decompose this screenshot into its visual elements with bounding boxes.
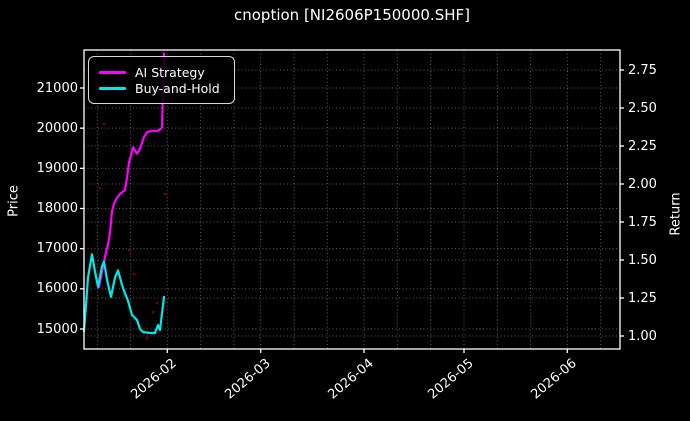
buy-and-hold-line-swatch: [99, 87, 126, 91]
plot-border: [83, 49, 621, 350]
chart-title: cnoption [NI2606P150000.SHF]: [234, 6, 470, 24]
legend: AI Strategy Buy-and-Hold: [88, 56, 235, 104]
legend-item-ai-strategy: AI Strategy: [99, 64, 224, 81]
y-left-tick-label: 19000: [36, 160, 78, 176]
signal-dot: [151, 310, 155, 314]
y-left-tick-label: 16000: [36, 281, 78, 297]
signal-dot: [98, 186, 102, 190]
signal-dot: [132, 272, 136, 276]
y-left-tick-label: 18000: [36, 201, 78, 216]
ai-strategy-line: [97, 52, 166, 289]
signal-dot: [127, 248, 131, 252]
y-right-tick-label: 1.50: [628, 252, 657, 268]
legend-label-buy-and-hold: Buy-and-Hold: [135, 81, 220, 97]
y-right-tick-label: 1.25: [628, 290, 657, 306]
ai-strategy-line-swatch: [99, 70, 126, 74]
signal-dot: [145, 336, 149, 340]
y-left-tick-label: 17000: [36, 241, 78, 257]
y-right-tick-label: 1.75: [628, 214, 657, 230]
signal-dot: [102, 122, 106, 126]
buy-and-hold-line: [82, 253, 166, 335]
y-right-tick-label: 1.00: [628, 328, 657, 344]
y-axis-right-title: Return: [668, 192, 684, 236]
y-left-tick-label: 20000: [36, 120, 78, 136]
legend-label-ai-strategy: AI Strategy: [135, 64, 205, 80]
y-right-tick-label: 2.75: [628, 62, 657, 78]
y-left-tick-label: 15000: [36, 321, 78, 337]
legend-item-buy-and-hold: Buy-and-Hold: [99, 81, 224, 98]
y-left-tick-label: 21000: [36, 80, 78, 96]
y-right-tick-label: 2.00: [628, 176, 657, 192]
y-right-tick-label: 2.25: [628, 138, 657, 154]
signal-dot: [155, 301, 159, 305]
signal-dot: [163, 192, 167, 196]
y-axis-left-title: Price: [6, 185, 22, 217]
y-right-tick-label: 2.50: [628, 100, 657, 116]
